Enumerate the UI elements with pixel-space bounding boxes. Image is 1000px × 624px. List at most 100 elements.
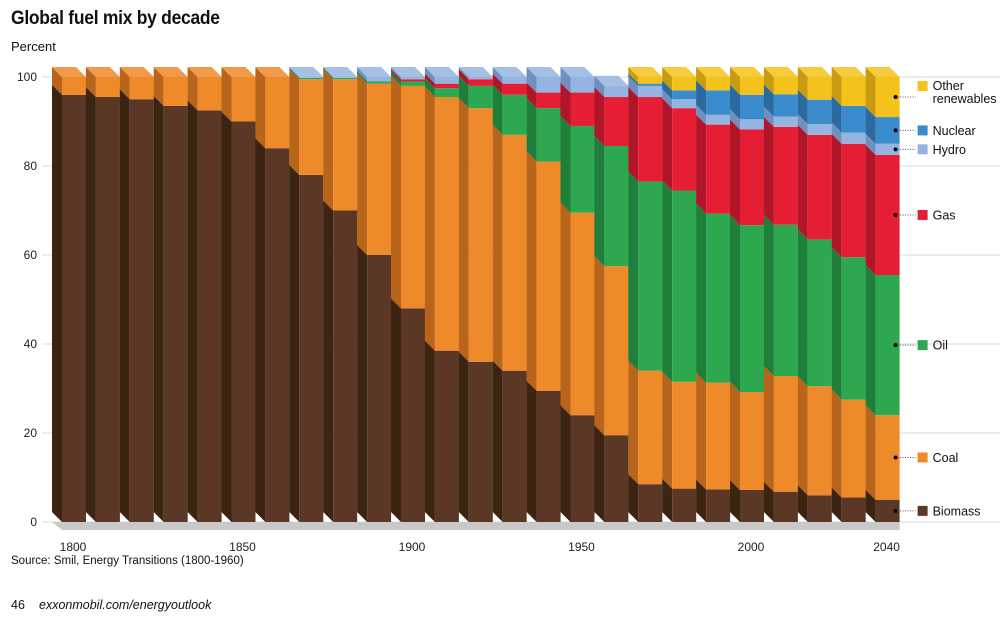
bar-top [255,67,290,77]
x-tick-label: 2000 [738,540,765,554]
bar-side-biomass [662,478,673,522]
chart-title: Global fuel mix by decade [11,8,220,29]
bar-segment-biomass [197,110,222,522]
bar-1890 [357,67,392,522]
bar-segment-oil [299,77,324,80]
bar-segment-coal [333,79,358,211]
bar-segment-biomass [299,174,324,522]
bar-side-biomass [594,425,605,522]
bar-side-gas [763,116,774,225]
bar-side-biomass [255,138,266,522]
bar-side-other-renewables [763,67,774,95]
bar-side-biomass [797,485,808,522]
bar-side-biomass [865,489,876,522]
bar-1850 [221,67,256,522]
bar-segment-coal [773,376,798,492]
bar-side-biomass [52,84,62,523]
bar-segment-hydro [299,77,324,78]
bar-segment-coal [706,382,731,490]
bar-1950 [560,67,595,522]
bar-side-hydro [696,104,707,125]
bar-segment-nuclear [807,99,832,125]
legend-item-nuclear: Nuclear [893,124,976,138]
bar-side-hydro [628,75,639,98]
bar-top [594,75,629,86]
bar-side-gas [696,114,707,214]
bar-segment-gas [468,79,493,86]
bar-segment-oil [841,257,866,400]
bar-side-nuclear [831,95,842,133]
bar-segment-gas [672,108,697,191]
bar-segment-biomass [95,97,120,523]
bar-segment-oil [367,81,392,84]
bar-side-oil [831,247,842,400]
bar-side-other-renewables [797,67,808,100]
legend-swatch [917,340,928,351]
legend-marker-dot [893,147,898,152]
bar-segment-coal [672,381,697,489]
legend-swatch [917,81,928,92]
site-link[interactable]: exxonmobil.com/energyoutlook [39,598,212,612]
bar-segment-oil [773,224,798,377]
bar-segment-coal [299,79,324,175]
legend-swatch [917,144,928,155]
bar-side-nuclear [696,80,707,115]
bar-top [52,67,86,77]
bar-segment-biomass [62,94,86,523]
bar-side-biomass [526,380,537,522]
bar-side-biomass [289,164,300,522]
bar-segment-biomass [231,121,256,522]
bar-side-coal [458,98,469,362]
legend-marker-dot [893,128,898,133]
bar-side-hydro [458,67,469,80]
bar-segment-biomass [875,499,900,522]
bar-segment-oil [434,88,459,98]
legend-marker-dot [893,212,898,217]
bar-side-biomass [119,89,130,522]
bar-1870 [289,67,324,522]
bar-side-hydro [763,106,774,127]
bar-segment-coal [502,134,527,371]
legend-marker-dot [893,455,898,460]
bar-segment-coal [570,212,595,416]
bar-segment-coal [163,77,188,106]
bar-side-oil [391,71,401,86]
bar-side-nuclear [628,73,639,86]
bar-side-biomass [730,479,740,522]
legend-item-oil: Oil [893,339,948,353]
bar-segment-gas [638,97,663,182]
bar-1820 [119,67,154,522]
bar-segment-oil [468,85,493,109]
bar-side-hydro [865,133,876,155]
bar-top [458,67,493,77]
bar-side-gas [662,98,673,191]
bar-side-gas [730,119,740,226]
bar-side-coal [831,389,842,498]
bar-segment-biomass [672,488,697,522]
bar-segment-hydro [841,132,866,144]
bar-side-biomass [391,298,401,522]
bar-segment-coal [367,83,392,255]
bar-segment-coal [62,77,86,95]
bar-side-coal [526,151,537,391]
legend-marker-dot [893,95,898,100]
bar-top [628,67,663,77]
bar-segment-hydro [773,116,798,127]
bar-segment-oil [672,190,697,382]
legend-item-coal: Coal [893,451,958,465]
bar-segment-coal [536,161,561,391]
bar-top [221,67,256,77]
bar-segment-oil [536,108,561,162]
bar-segment-nuclear [740,94,764,120]
bar-side-coal [153,67,164,106]
bar-side-hydro [730,109,740,130]
legend-item-biomass: Biomass [893,504,981,518]
bar-segment-oil [604,145,629,267]
bar-side-coal [560,202,571,416]
bar-segment-other-renewables [638,77,663,84]
bar-side-coal [323,69,334,211]
bar-side-oil [526,98,537,162]
